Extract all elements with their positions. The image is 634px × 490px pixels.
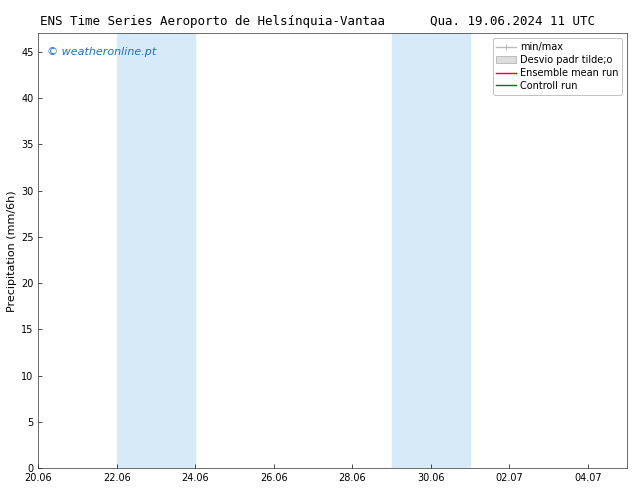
Bar	[392, 33, 470, 468]
Text: © weatheronline.pt: © weatheronline.pt	[48, 47, 157, 56]
Text: ENS Time Series Aeroporto de Helsínquia-Vantaa      Qua. 19.06.2024 11 UTC: ENS Time Series Aeroporto de Helsínquia-…	[39, 15, 595, 28]
Y-axis label: Precipitation (mm/6h): Precipitation (mm/6h)	[7, 190, 17, 312]
Bar	[117, 33, 195, 468]
Legend: min/max, Desvio padr tilde;o, Ensemble mean run, Controll run: min/max, Desvio padr tilde;o, Ensemble m…	[493, 38, 622, 95]
